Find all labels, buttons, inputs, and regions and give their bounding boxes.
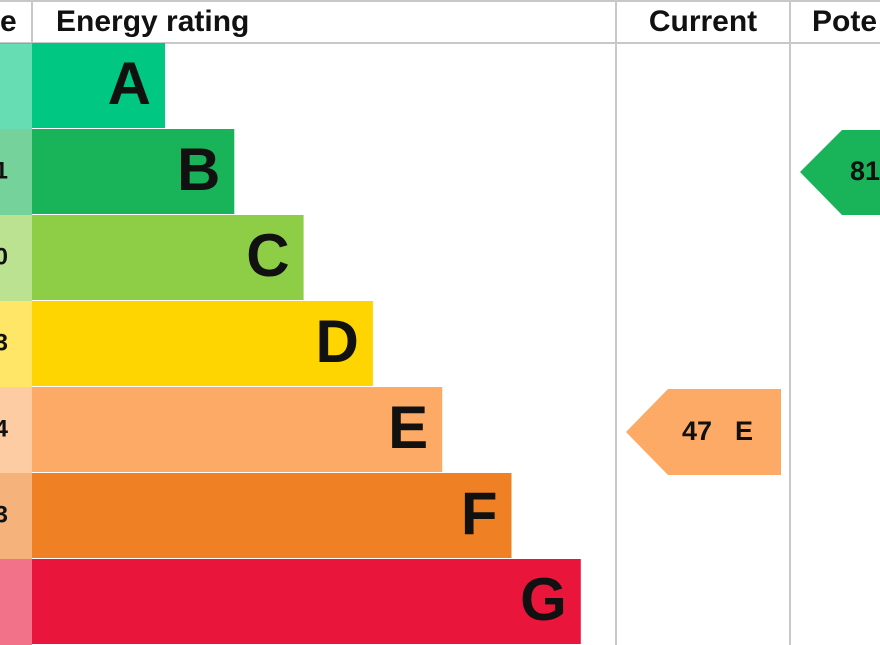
band-score: 3 bbox=[0, 329, 8, 356]
band-letter: C bbox=[246, 222, 289, 289]
band-bar bbox=[32, 129, 235, 214]
score-cell bbox=[0, 559, 32, 645]
score-cell bbox=[0, 215, 32, 301]
band-letter: G bbox=[520, 566, 567, 633]
band-letter: E bbox=[388, 394, 428, 461]
band-bar bbox=[32, 559, 581, 644]
band-letter: D bbox=[316, 308, 359, 375]
potential-arrow bbox=[800, 130, 880, 215]
potential-value: 81 bbox=[850, 156, 880, 186]
band-score: 3 bbox=[0, 501, 8, 528]
score-cell bbox=[0, 473, 32, 559]
score-cell bbox=[0, 43, 32, 129]
band-bar bbox=[32, 301, 373, 386]
band-letter: B bbox=[177, 136, 220, 203]
score-cell bbox=[0, 129, 32, 215]
potential-header: Pote bbox=[812, 5, 877, 38]
band-score: 1 bbox=[0, 157, 8, 184]
current-band: E bbox=[735, 416, 753, 446]
band-bar bbox=[32, 387, 443, 472]
score-cell bbox=[0, 387, 32, 473]
band-bar bbox=[32, 215, 304, 300]
current-arrow bbox=[626, 389, 781, 475]
band-letter: F bbox=[461, 480, 498, 547]
rating-header: Energy rating bbox=[56, 5, 249, 38]
band-letter: A bbox=[108, 50, 151, 117]
current-value: 47 bbox=[682, 416, 712, 446]
band-score: 4 bbox=[0, 415, 9, 442]
band-bar bbox=[32, 43, 165, 128]
score-cell bbox=[0, 301, 32, 387]
band-bar bbox=[32, 473, 512, 558]
band-score: 0 bbox=[0, 243, 8, 270]
current-header: Current bbox=[649, 5, 757, 38]
score-header: e bbox=[0, 5, 17, 38]
